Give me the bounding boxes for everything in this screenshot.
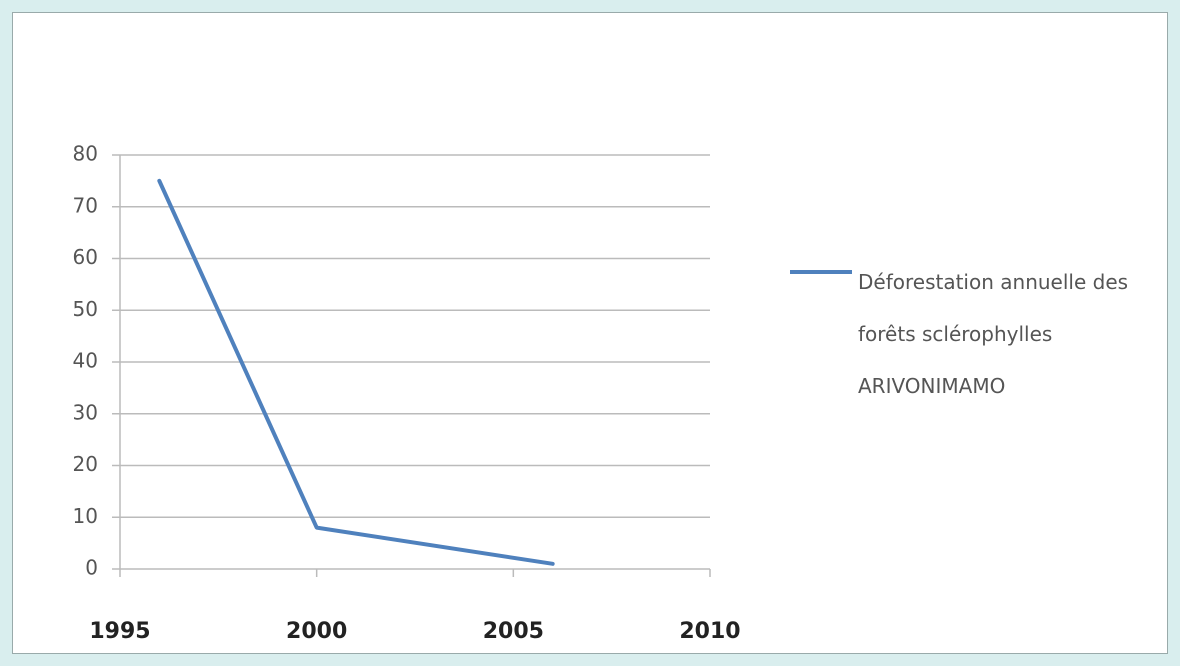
line-series bbox=[157, 178, 555, 566]
y-tick-label: 40 bbox=[73, 349, 98, 373]
legend-label: Déforestation annuelle des forêts scléro… bbox=[858, 270, 1129, 398]
x-tick-label: 1995 bbox=[89, 619, 150, 644]
y-tick-label: 70 bbox=[73, 193, 98, 217]
y-tick-label: 10 bbox=[73, 504, 98, 528]
x-tick-label: 2005 bbox=[483, 619, 544, 644]
y-tick-label: 50 bbox=[73, 297, 98, 321]
y-tick-label: 0 bbox=[85, 556, 98, 580]
x-tick-label: 2000 bbox=[286, 619, 347, 644]
y-tick-label: 30 bbox=[73, 400, 98, 424]
y-tick-label: 80 bbox=[73, 142, 98, 166]
chart-frame bbox=[12, 12, 1168, 654]
y-tick-label: 20 bbox=[73, 452, 98, 476]
y-tick-label: 60 bbox=[73, 245, 98, 269]
x-tick-label: 2010 bbox=[679, 619, 740, 644]
